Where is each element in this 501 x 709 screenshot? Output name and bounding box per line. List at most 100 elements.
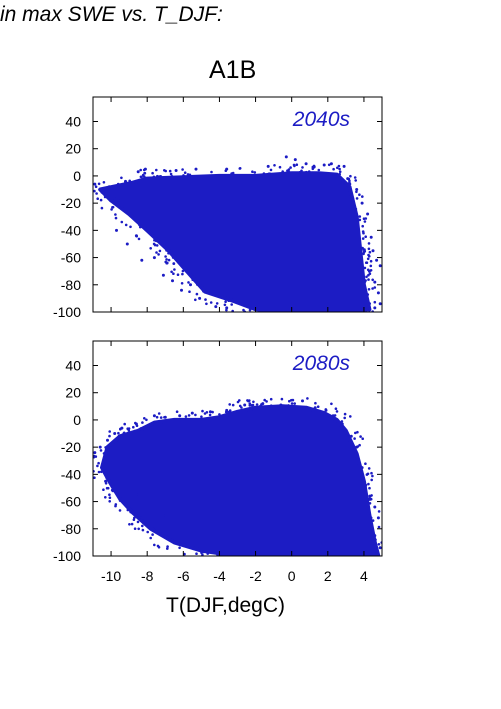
scatter-point	[363, 287, 367, 290]
scatter-point	[361, 237, 365, 240]
scatter-point	[204, 298, 207, 301]
scatter-point	[289, 166, 292, 169]
x-tick-label: -4	[213, 568, 226, 584]
scatter-point	[124, 179, 127, 183]
scatter-point	[322, 317, 325, 320]
scatter-point	[180, 288, 183, 292]
scatter-point	[342, 164, 346, 168]
scatter-point	[370, 471, 373, 475]
scatter-point	[358, 312, 361, 315]
scatter-point	[364, 279, 367, 282]
scatter-point	[376, 516, 380, 520]
scatter-point	[331, 414, 335, 418]
scatter-point	[187, 281, 190, 284]
scatter-point	[108, 430, 111, 433]
scatter-point	[371, 519, 375, 522]
scatter-point	[367, 269, 371, 273]
scatter-point	[149, 536, 152, 540]
scatter-point	[205, 302, 208, 306]
scatter-point	[269, 404, 273, 408]
scatter-point	[132, 181, 136, 184]
scatter-point	[157, 545, 161, 549]
scatter-point	[195, 292, 199, 296]
scatter-point	[313, 406, 317, 410]
scatter-point	[141, 524, 144, 528]
scatter-point	[152, 256, 156, 260]
scatter-point	[115, 228, 118, 232]
scatter-point	[349, 415, 352, 418]
scatter-point	[149, 247, 152, 250]
scatter-point	[327, 163, 331, 167]
scatter-point	[203, 412, 207, 415]
scatter-point	[152, 175, 156, 179]
scatter-point	[134, 234, 138, 238]
scatter-point	[370, 523, 373, 526]
scatter-point	[355, 190, 358, 194]
scatter-point	[134, 493, 138, 497]
scatter-point	[144, 228, 148, 232]
scatter-point	[288, 399, 291, 403]
scatter-point	[354, 431, 357, 435]
scatter-point	[133, 516, 136, 520]
scatter-point	[237, 312, 240, 315]
scatter-point	[290, 559, 293, 562]
scatter-point	[167, 258, 171, 262]
scatter-point	[335, 558, 338, 561]
scatter-point	[370, 478, 374, 482]
scatter-point	[373, 505, 377, 509]
scatter-point	[183, 552, 186, 556]
scatter-point	[159, 175, 162, 178]
scatter-point	[261, 402, 265, 406]
scatter-point	[178, 546, 181, 550]
scatter-point	[298, 565, 301, 568]
scatter-point	[362, 231, 365, 235]
scatter-point	[129, 510, 132, 514]
y-tick-label: -100	[53, 304, 81, 320]
scatter-point	[113, 194, 117, 198]
scatter-point	[218, 413, 221, 416]
scatter-point	[355, 197, 359, 200]
scatter-point	[369, 235, 373, 239]
scatter-point	[377, 525, 381, 529]
scatter-point	[337, 164, 341, 168]
scatter-point	[361, 437, 365, 441]
scatter-point	[140, 516, 144, 520]
scatter-point	[371, 474, 374, 478]
scatter-point	[100, 206, 104, 210]
scatter-point	[351, 196, 355, 200]
scatter-point	[231, 309, 234, 312]
scatter-point	[163, 169, 166, 172]
scatter-point	[224, 558, 227, 561]
scatter-point	[172, 272, 175, 276]
scatter-point	[180, 417, 184, 421]
y-tick-label: -100	[53, 548, 81, 564]
plot-frame	[92, 340, 383, 557]
scatter-point	[143, 417, 146, 420]
scatter-point	[338, 167, 341, 171]
scatter-point	[194, 167, 198, 171]
scatter-point	[173, 268, 176, 271]
scatter-point	[360, 466, 364, 470]
scatter-point	[303, 563, 306, 566]
scatter-point	[97, 182, 101, 186]
scatter-point	[146, 530, 149, 534]
scatter-point	[181, 269, 185, 273]
y-tick-label: 40	[65, 357, 81, 373]
scatter-point	[155, 244, 159, 247]
scatter-point	[306, 397, 309, 400]
scatter-point	[137, 527, 140, 531]
scatter-point	[244, 561, 247, 564]
scatter-point	[303, 315, 306, 318]
scatter-point	[94, 455, 98, 458]
scatter-point	[225, 408, 229, 412]
scatter-point	[163, 415, 167, 419]
scatter-point	[206, 552, 209, 555]
scatter-point	[278, 165, 282, 169]
panel-title: 2040s	[292, 108, 351, 131]
scatter-point	[304, 562, 307, 565]
scatter-point	[183, 171, 187, 174]
scatter-point	[359, 435, 362, 438]
scatter-point	[117, 431, 120, 435]
scatter-point	[120, 426, 124, 430]
scatter-point	[230, 172, 233, 175]
